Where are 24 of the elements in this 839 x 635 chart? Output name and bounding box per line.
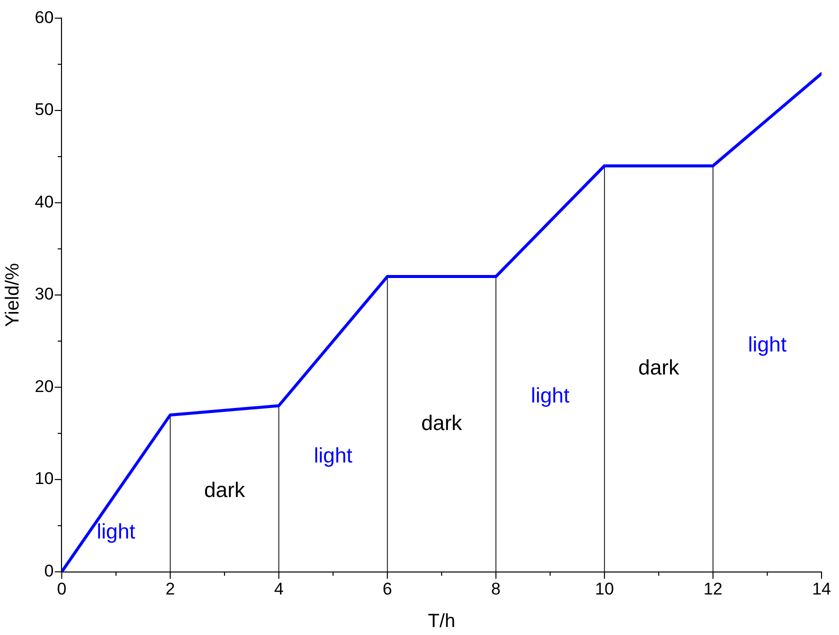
- y-tick-label: 40: [34, 192, 54, 212]
- x-tick-label: 12: [704, 580, 722, 599]
- y-tick-label: 0: [44, 561, 54, 580]
- x-tick-label: 6: [382, 580, 392, 599]
- annotation: light: [96, 520, 136, 544]
- x-axis-title: T/h: [428, 610, 456, 632]
- x-tick-label: 2: [166, 580, 175, 599]
- annotation: dark: [638, 356, 680, 380]
- annotation: light: [314, 444, 353, 468]
- annotation: light: [530, 384, 570, 408]
- y-tick-label: 60: [34, 8, 54, 27]
- annotation: light: [748, 334, 787, 357]
- annotation: dark: [421, 412, 463, 435]
- y-tick-label: 50: [34, 100, 54, 120]
- y-tick-label: 10: [34, 469, 54, 488]
- y-axis-title: Yield/%: [2, 263, 24, 327]
- x-tick-label: 4: [274, 580, 284, 599]
- y-tick-label: 20: [34, 376, 54, 396]
- x-tick-label: 10: [594, 580, 614, 599]
- x-tick-label: 14: [812, 580, 832, 599]
- y-tick-label: 30: [34, 284, 54, 304]
- annotation: dark: [204, 478, 246, 502]
- x-tick-label: 0: [56, 580, 66, 599]
- x-tick-label: 8: [491, 580, 501, 599]
